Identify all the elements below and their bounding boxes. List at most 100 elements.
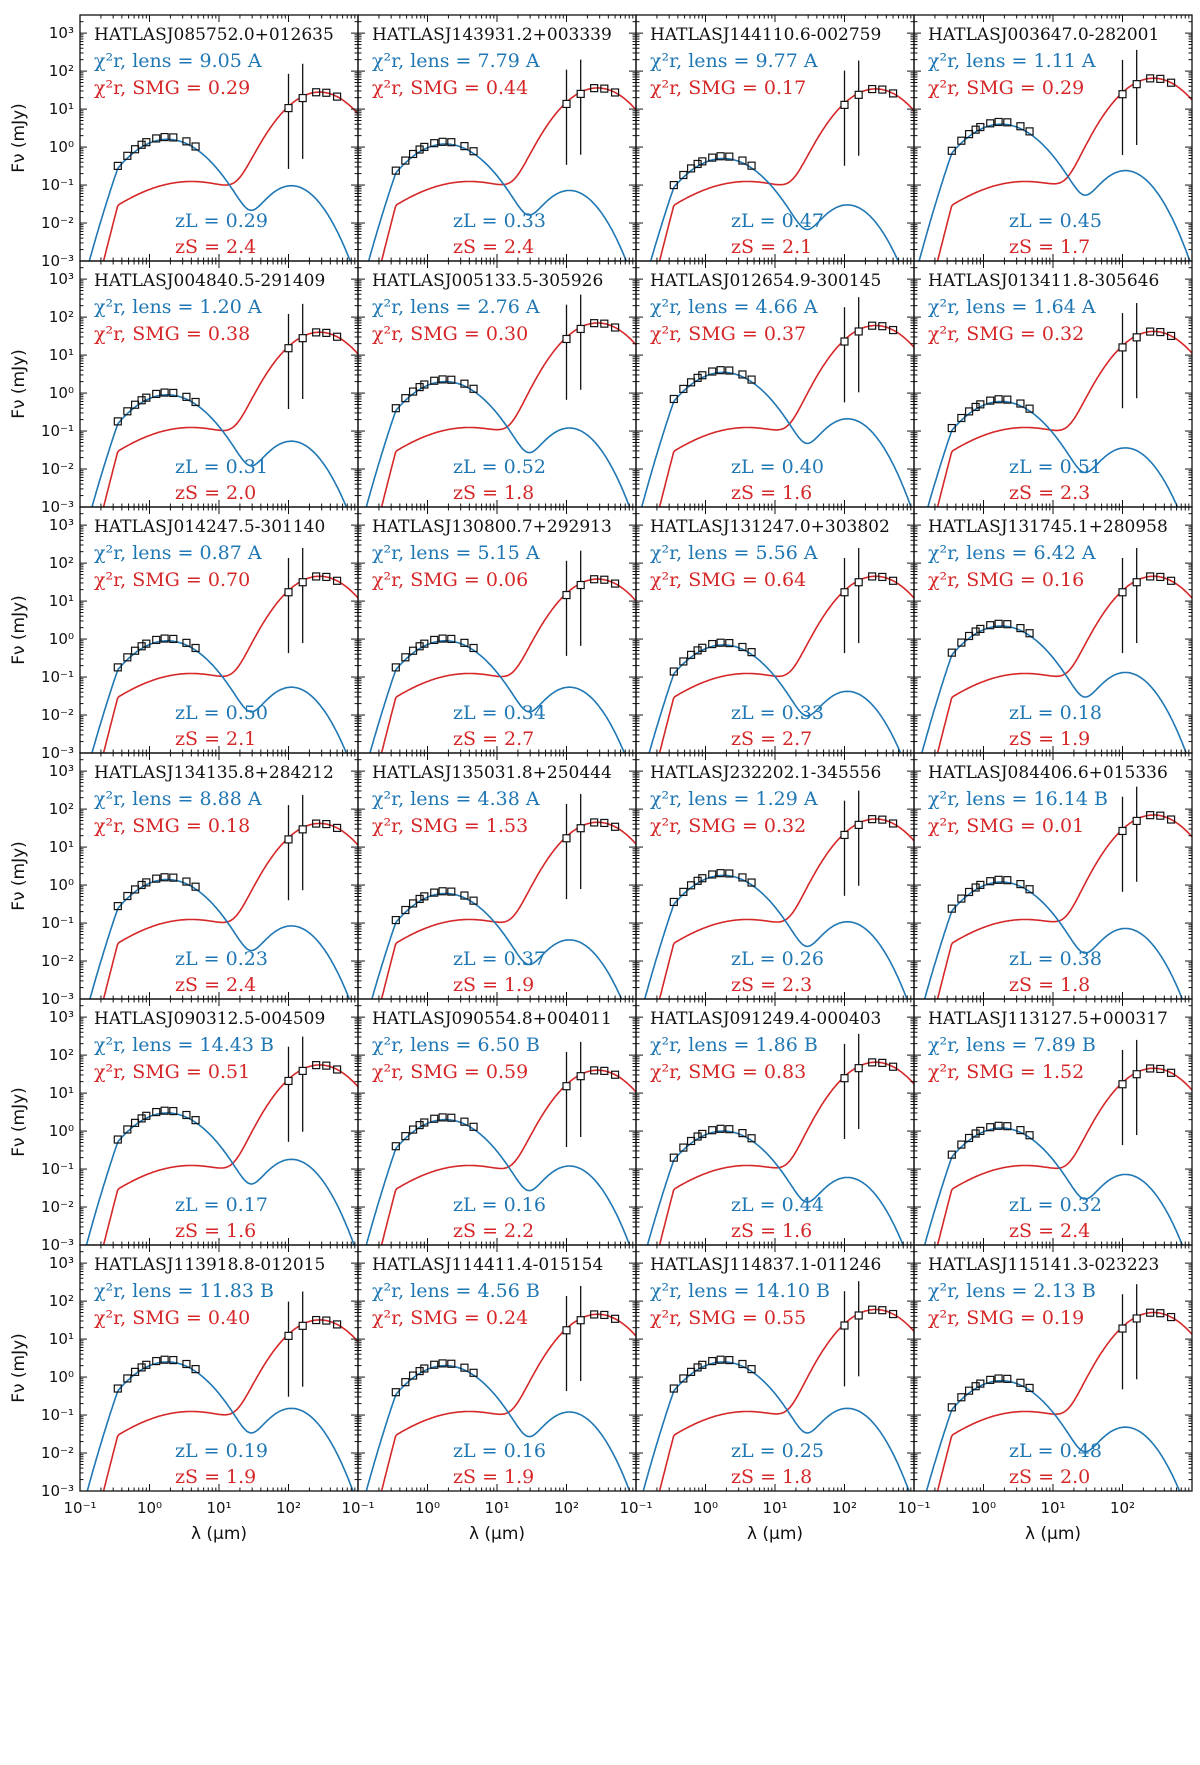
photometry-point [447,887,456,896]
photometry-point [430,376,439,385]
photometry-point [447,634,456,644]
z-source-label: zS = 2.4 [1009,1220,1090,1242]
photometry-point [698,643,707,652]
photometry-point [1003,118,1012,127]
photometry-point [312,819,321,828]
photometry-point [947,1150,956,1159]
photometry-point [1003,876,1012,885]
photometry-point [1025,629,1034,638]
photometry-point [679,1143,688,1152]
photometry-point [298,334,307,343]
photometry-point [868,572,877,581]
photometry-point [438,137,447,146]
photometry-point [888,819,898,828]
photometry-point [152,874,161,883]
photometry-point [391,166,400,175]
photometry-point [284,344,293,353]
photometry-point [986,119,995,128]
sed-panel: HATLASJ131247.0+303802 χ²r, lens = 5.56 A… [635,506,915,754]
chi-smg-label: χ²r, SMG = 0.37 [650,323,806,345]
photometry-point [679,1374,688,1383]
photometry-point [160,873,169,882]
z-lens-label: zL = 0.50 [175,702,268,724]
photometry-point [747,1134,756,1143]
photometry-point [1156,327,1165,337]
chi-smg-label: χ²r, SMG = 0.40 [94,1307,250,1329]
photometry-point [964,130,974,139]
chi-lens-label: χ²r, lens = 1.20 A [94,296,262,318]
sed-panel: HATLASJ131745.1+280958 χ²r, lens = 6.42 A… [913,506,1193,754]
photometry-point [113,663,122,672]
photometry-point [679,170,688,180]
chi-lens-label: χ²r, lens = 8.88 A [94,788,262,810]
plot-area [646,1033,914,1245]
photometry-point [1156,572,1165,582]
source-name: HATLASJ131745.1+280958 [928,517,1168,537]
photometry-point [1166,1068,1176,1077]
photometry-point [447,1359,456,1368]
photometry-point [191,142,200,151]
photometry-point [123,407,132,416]
z-source-label: zS = 2.3 [1009,482,1090,504]
z-lens-label: zL = 0.38 [1009,948,1102,970]
source-name: HATLASJ091249.4-000403 [650,1009,881,1029]
chi-smg-label: χ²r, SMG = 0.64 [650,569,806,591]
chi-smg-label: χ²r, SMG = 0.16 [928,569,1084,591]
photometry-point [1118,826,1127,836]
photometry-point [878,1306,887,1315]
sed-panel: HATLASJ114837.1-011246 χ²r, lens = 14.10 … [635,1244,915,1492]
photometry-point [957,638,966,647]
photometry-point [600,1310,609,1320]
chi-smg-label: χ²r, SMG = 0.18 [94,815,250,837]
photometry-point [1146,811,1155,820]
photometry-point [182,392,191,401]
photometry-point [1132,80,1141,89]
z-source-label: zS = 1.6 [731,482,812,504]
photometry-point [1156,74,1165,83]
plot-area [927,303,1192,507]
photometry-point [994,619,1003,628]
photometry-point [415,145,424,154]
photometry-point [971,402,980,412]
chi-lens-label: χ²r, lens = 2.76 A [372,296,540,318]
photometry-point [1025,404,1034,413]
z-source-label: zS = 1.8 [731,1466,812,1488]
source-name: HATLASJ114837.1-011246 [650,1255,881,1275]
photometry-point [169,133,178,142]
photometry-point [142,138,151,147]
photometry-point [401,156,410,165]
sed-panel: HATLASJ090312.5-004509 χ²r, lens = 14.43 … [79,998,359,1246]
photometry-point [1118,1080,1127,1089]
plot-area [649,60,914,261]
plot-area [923,1039,1192,1245]
photometry-point [160,634,169,643]
photometry-point [1132,816,1141,826]
photometry-point [976,1379,985,1388]
photometry-point [1146,1064,1155,1073]
photometry-point [738,370,747,379]
sed-panel: HATLASJ004840.5-291409 χ²r, lens = 1.20 A… [79,260,359,508]
photometry-point [840,830,849,840]
photometry-point [322,88,331,97]
chi-lens-label: χ²r, lens = 1.11 A [928,50,1096,72]
photometry-point [415,642,424,651]
photometry-point [854,1311,863,1320]
chi-lens-label: χ²r, lens = 4.38 A [372,788,540,810]
chi-lens-label: χ²r, lens = 14.43 B [94,1034,274,1056]
photometry-point [1132,578,1141,587]
sed-panel: HATLASJ090554.8+004011 χ²r, lens = 6.50 B… [357,998,637,1246]
smg-model-curve [380,322,636,507]
photometry-point [947,423,956,433]
photometry-point [686,378,696,387]
photometry-point [693,373,702,382]
photometry-point [679,887,688,896]
photometry-point [430,1114,439,1123]
photometry-point [716,1124,725,1133]
photometry-point [610,1314,620,1323]
photometry-point [298,1321,307,1330]
plot-area [371,793,636,999]
photometry-point [1003,395,1012,404]
plot-area [91,303,358,507]
photometry-point [686,1367,696,1376]
photometry-point [1118,1324,1127,1333]
